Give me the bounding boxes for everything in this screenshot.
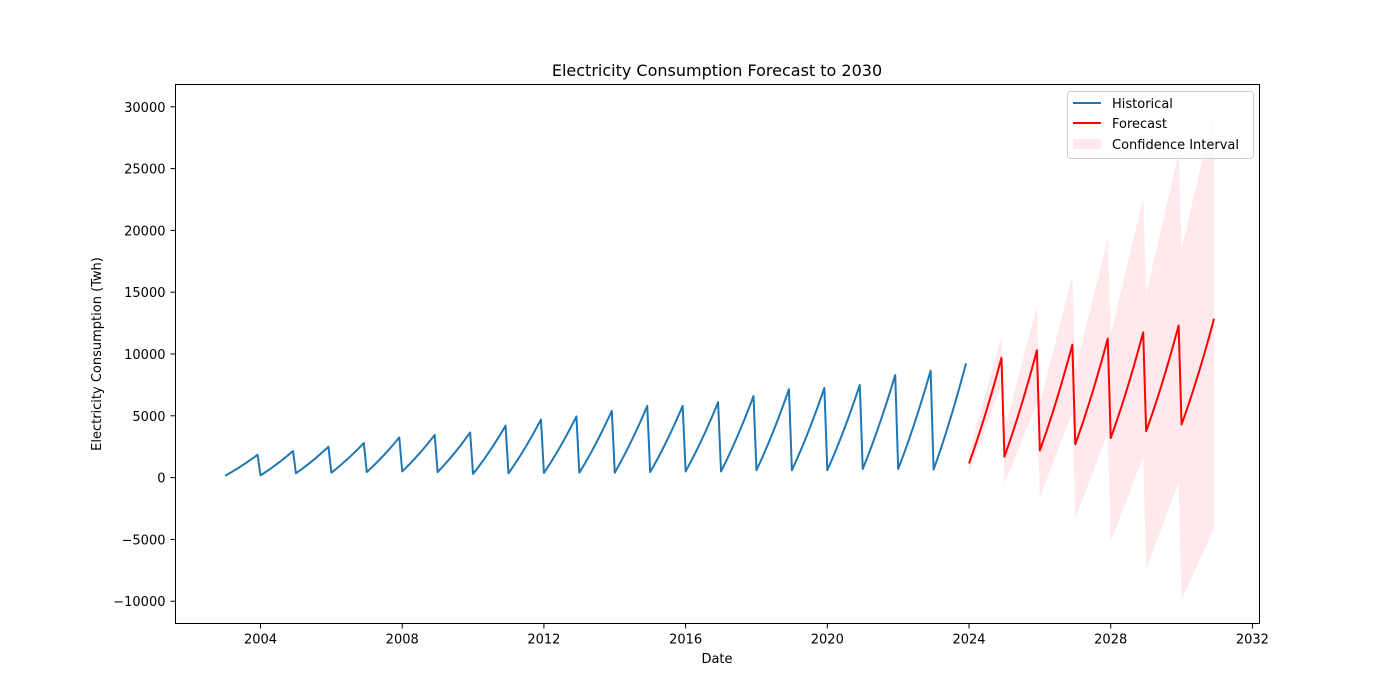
y-tick-label: −5000 <box>122 533 166 548</box>
y-axis-label: Electricity Consumption (Twh) <box>90 257 105 451</box>
y-tick-label: 15000 <box>124 286 165 301</box>
x-tick-label: 2004 <box>244 633 277 648</box>
y-tick-label: 0 <box>157 472 165 487</box>
y-tick-label: 5000 <box>132 410 165 425</box>
legend-historical-label: Historical <box>1112 97 1173 112</box>
x-axis: 2004 2008 2012 2016 2020 2024 2028 2032 <box>244 623 1269 648</box>
y-axis: −10000 −5000 0 5000 10000 15000 20000 25000 3000… <box>113 101 176 610</box>
legend-box <box>1067 91 1254 159</box>
x-tick-label: 2024 <box>952 633 985 648</box>
x-tick-label: 2012 <box>527 633 560 648</box>
y-tick-label: 25000 <box>124 163 165 178</box>
forecast-line <box>968 318 1216 464</box>
x-tick-label: 2008 <box>386 633 419 648</box>
confidence-interval-layer <box>969 109 1215 601</box>
y-tick-label: 20000 <box>124 224 165 239</box>
y-tick-label: 30000 <box>124 101 165 116</box>
y-tick-label: −10000 <box>113 595 165 610</box>
x-tick-label: 2016 <box>669 633 702 648</box>
legend: Historical Forecast Confidence Interval <box>1067 91 1254 159</box>
legend-forecast-label: Forecast <box>1112 117 1167 132</box>
x-tick-label: 2020 <box>811 633 844 648</box>
y-tick-label: 10000 <box>124 348 165 363</box>
x-axis-label: Date <box>701 652 732 667</box>
x-tick-label: 2032 <box>1236 633 1269 648</box>
x-tick-label: 2028 <box>1094 633 1127 648</box>
confidence-interval-band <box>969 109 1215 601</box>
legend-confidence-swatch <box>1073 139 1101 149</box>
chart-title: Electricity Consumption Forecast to 2030 <box>552 61 882 80</box>
series-lines-layer <box>224 318 1216 477</box>
legend-confidence-label: Confidence Interval <box>1112 138 1239 153</box>
historical-line <box>224 363 968 477</box>
